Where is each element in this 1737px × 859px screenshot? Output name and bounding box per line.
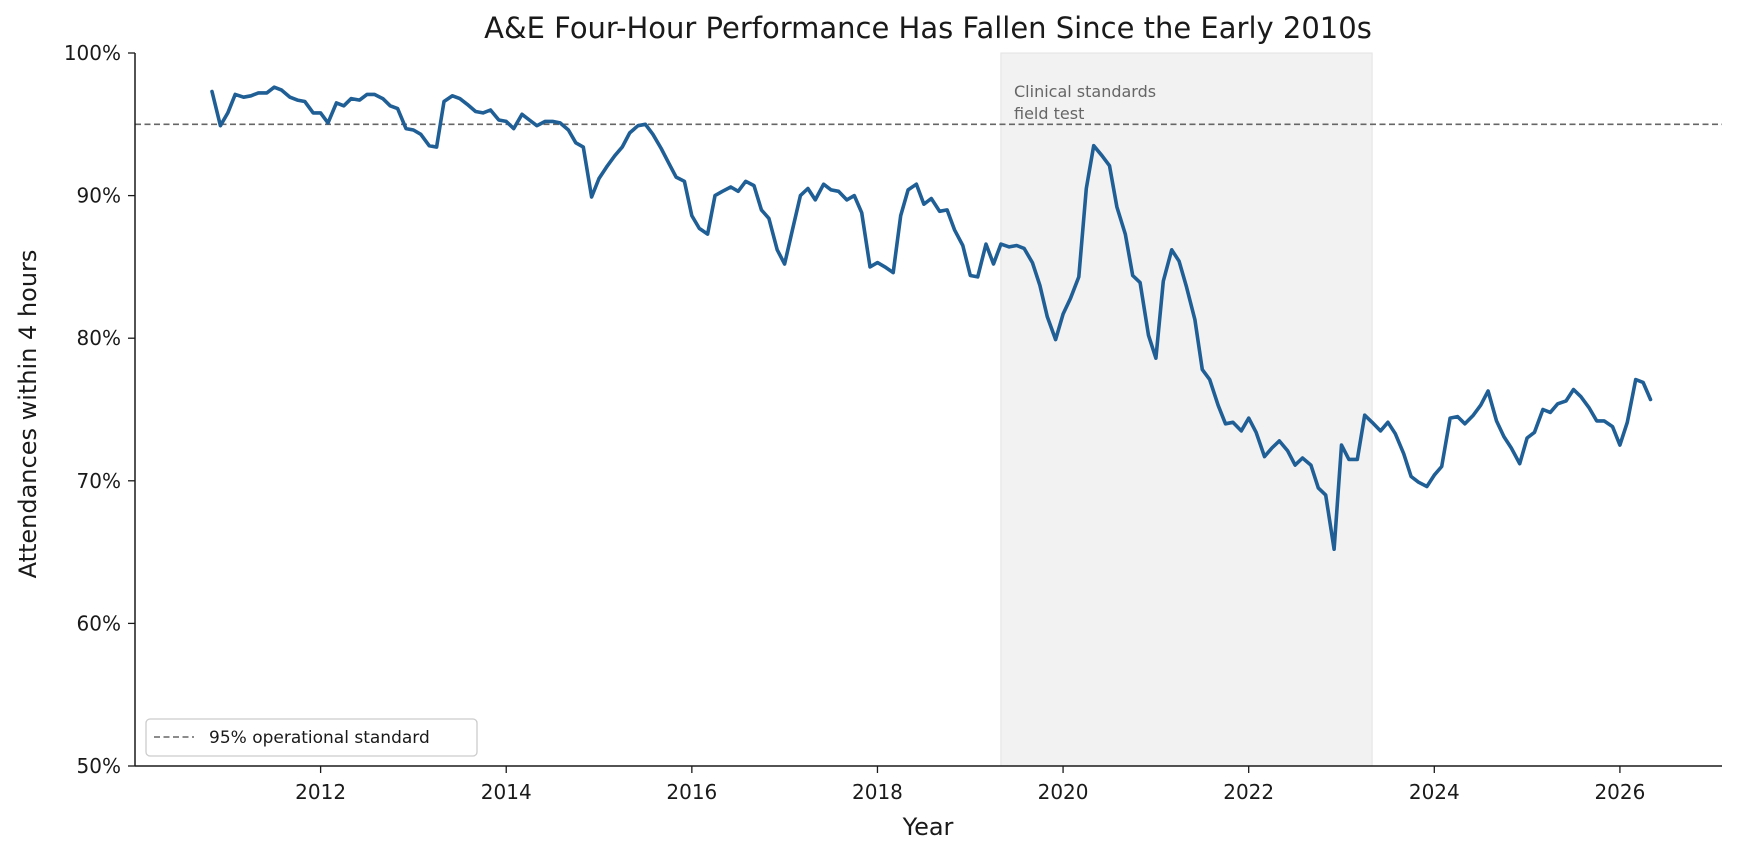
axes-layer: [134, 53, 1722, 767]
shaded-region-label-line1: Clinical standards: [1014, 82, 1156, 101]
chart-title: A&E Four-Hour Performance Has Fallen Sin…: [484, 11, 1372, 45]
y-axis-label: Attendances within 4 hours: [14, 250, 42, 579]
y-tick-label: 50%: [77, 754, 121, 778]
x-tick-label: 2014: [481, 780, 532, 804]
shaded-region: [1000, 52, 1373, 767]
shaded-region-label-line2: field test: [1014, 104, 1084, 123]
x-tick-layer: 2012 2014 2016 2018 2020 2022 2024 2026: [295, 766, 1645, 804]
legend-reference-label: 95% operational standard: [209, 728, 430, 748]
y-tick-label: 90%: [77, 184, 121, 208]
x-axis-label: Year: [902, 813, 954, 841]
x-tick-label: 2026: [1594, 780, 1645, 804]
series-layer: [210, 85, 1653, 552]
legend-box: [145, 718, 478, 757]
shaded-region-layer: [1000, 52, 1373, 767]
y-tick-label: 80%: [77, 326, 121, 350]
x-tick-label: 2012: [295, 780, 346, 804]
series-line: [210, 85, 1653, 552]
x-tick-label: 2016: [666, 780, 717, 804]
x-tick-label: 2024: [1409, 780, 1460, 804]
y-tick-label: 60%: [77, 611, 121, 635]
y-tick-label: 100%: [64, 41, 121, 65]
x-tick-label: 2022: [1223, 780, 1274, 804]
y-tick-label: 70%: [77, 469, 121, 493]
y-tick-layer: 50% 60% 70% 80% 90% 100%: [64, 41, 135, 778]
x-tick-label: 2018: [852, 780, 903, 804]
legend: 95% operational standard: [145, 718, 478, 757]
x-tick-label: 2020: [1038, 780, 1089, 804]
